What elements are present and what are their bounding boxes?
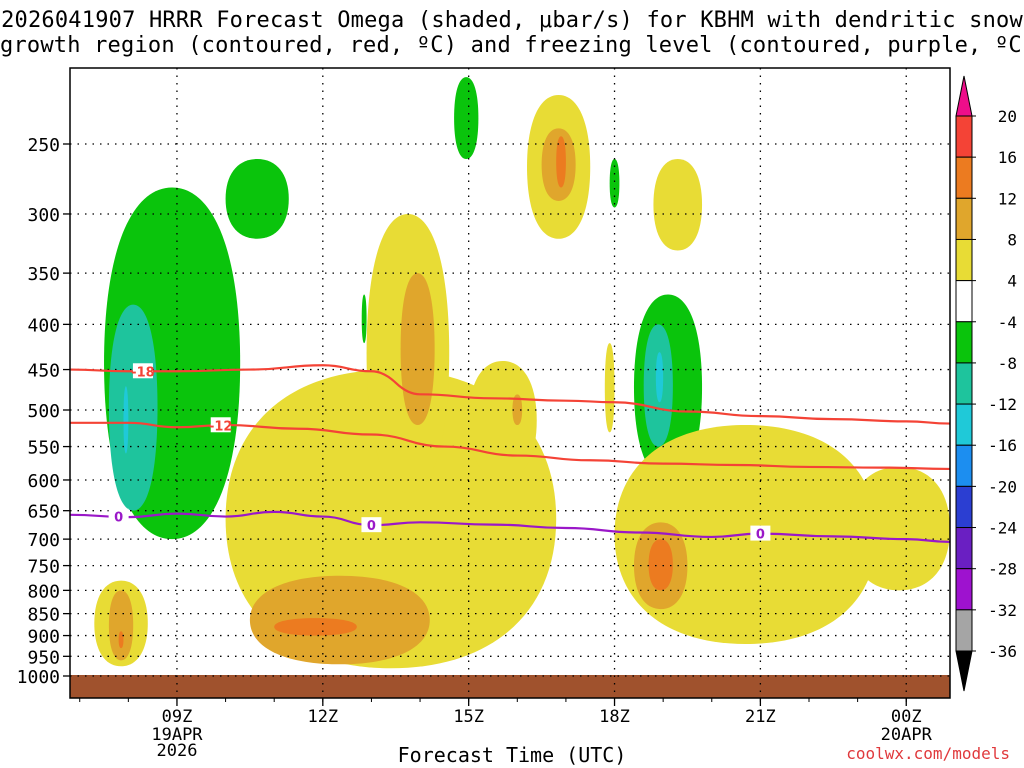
omega-region-neg8-4 bbox=[108, 304, 158, 511]
dendritic-contour-neg18 bbox=[70, 364, 950, 425]
omega-region-neg12-23 bbox=[655, 352, 664, 403]
freezing-level-contour-label-bg bbox=[750, 525, 771, 541]
colorbar-swatch-7 bbox=[955, 403, 973, 446]
x-tick-year-09Z: 2026 bbox=[156, 741, 197, 761]
colorbar-label--4: -4 bbox=[998, 313, 1017, 332]
colorbar-label-12: 12 bbox=[998, 189, 1017, 208]
x-tick-label-00Z: 00Z bbox=[891, 707, 922, 727]
freezing-level-contour-label-bg bbox=[108, 508, 129, 524]
y-tick-label-400: 400 bbox=[27, 315, 60, 336]
omega-region-12-8 bbox=[274, 618, 357, 636]
y-tick-label-500: 500 bbox=[27, 401, 60, 422]
colorbar-label--12: -12 bbox=[988, 395, 1017, 414]
colorbar-swatch-10 bbox=[955, 527, 973, 570]
colorbar-label--32: -32 bbox=[988, 601, 1017, 620]
y-tick-label-650: 650 bbox=[27, 502, 60, 523]
y-tick-label-550: 550 bbox=[27, 438, 60, 459]
y-tick-label-800: 800 bbox=[27, 581, 60, 602]
colorbar-label--16: -16 bbox=[988, 436, 1017, 455]
plot-frame bbox=[69, 67, 951, 699]
colorbar-label--24: -24 bbox=[988, 519, 1017, 538]
omega-region-8-1 bbox=[108, 590, 134, 661]
colorbar-label-20: 20 bbox=[998, 107, 1017, 126]
omega-region-neg4-13 bbox=[454, 77, 479, 160]
colorbar-label-8: 8 bbox=[1007, 230, 1017, 249]
colorbar-arrow-top bbox=[955, 75, 973, 117]
chart-title-line-2: growth region (contoured, red, ºC) and f… bbox=[0, 33, 1024, 58]
y-tick-label-850: 850 bbox=[27, 605, 60, 626]
omega-region-neg12-5 bbox=[123, 386, 129, 454]
colorbar-swatch-4 bbox=[955, 280, 973, 323]
y-tick-label-750: 750 bbox=[27, 557, 60, 578]
x-tick-date-09Z: 19APR bbox=[151, 725, 203, 745]
y-tick-label-350: 350 bbox=[27, 264, 60, 285]
credit-link[interactable]: coolwx.com/models bbox=[846, 744, 1010, 763]
colorbar-label--20: -20 bbox=[988, 477, 1017, 496]
dendritic-contour-neg18-label-bg bbox=[132, 363, 153, 379]
colorbar-swatch-12 bbox=[955, 609, 973, 652]
colorbar-swatch-8 bbox=[955, 444, 973, 487]
freezing-level-contour-label-1: 0 bbox=[367, 519, 376, 534]
y-tick-label-900: 900 bbox=[27, 627, 60, 648]
contour-lines bbox=[70, 364, 950, 543]
y-tick-label-250: 250 bbox=[27, 135, 60, 156]
dendritic-contour-neg12-label-bg bbox=[210, 417, 231, 433]
colorbar-label-4: 4 bbox=[1007, 272, 1017, 291]
colorbar-label--28: -28 bbox=[988, 560, 1017, 579]
ground-surface bbox=[70, 675, 950, 698]
y-tick-label-700: 700 bbox=[27, 530, 60, 551]
omega-region-4-24 bbox=[653, 159, 703, 251]
colorbar-arrow-bottom bbox=[955, 650, 973, 692]
omega-region-12-27 bbox=[648, 539, 673, 591]
omega-region-4-28 bbox=[847, 466, 950, 591]
colorbar: 20 16 12 8 4 -4 -8 -12 -16 -20 -24 -28 -32 -36 bbox=[955, 75, 1017, 692]
x-tick-label-09Z: 09Z bbox=[162, 707, 193, 727]
chart-title-line-1: 2026041907 HRRR Forecast Omega (shaded, … bbox=[1, 8, 1023, 33]
colorbar-swatch-0 bbox=[955, 115, 973, 158]
y-tick-label-600: 600 bbox=[27, 471, 60, 492]
x-tick-label-15Z: 15Z bbox=[453, 707, 484, 727]
dendritic-contour-neg12-label-0: -12 bbox=[209, 419, 233, 434]
omega-region-12-2 bbox=[118, 631, 124, 649]
dendritic-contour-neg12 bbox=[70, 421, 950, 471]
colorbar-swatch-3 bbox=[955, 238, 973, 282]
colorbar-label-16: 16 bbox=[998, 148, 1017, 167]
omega-region-neg4-10 bbox=[361, 294, 367, 344]
pressure-gridlines bbox=[70, 68, 950, 698]
contour-labels: -18 -12 0 0 0 bbox=[108, 363, 771, 543]
colorbar-label--8: -8 bbox=[998, 354, 1017, 373]
y-tick-label-1000: 1000 bbox=[17, 667, 60, 688]
y-tick-label-950: 950 bbox=[27, 647, 60, 668]
omega-region-8-12 bbox=[400, 273, 435, 426]
omega-region-neg4-19 bbox=[609, 159, 620, 208]
x-tick-date-00Z: 20APR bbox=[881, 725, 933, 745]
colorbar-swatch-5 bbox=[955, 321, 973, 364]
y-axis: 2503003504004505005506006507007508008509… bbox=[17, 135, 70, 688]
omega-region-4-20 bbox=[604, 343, 615, 433]
y-tick-label-300: 300 bbox=[27, 205, 60, 226]
colorbar-label--36: -36 bbox=[988, 642, 1017, 661]
x-tick-label-18Z: 18Z bbox=[599, 707, 630, 727]
omega-region-4-14 bbox=[468, 360, 537, 480]
colorbar-swatch-11 bbox=[955, 568, 973, 611]
omega-region-neg4-9 bbox=[225, 159, 289, 239]
colorbar-swatch-9 bbox=[955, 485, 973, 529]
dendritic-contour-neg18-label-0: -18 bbox=[131, 365, 155, 380]
freezing-level-contour-label-bg bbox=[361, 517, 382, 533]
colorbar-swatch-1 bbox=[955, 156, 973, 199]
y-tick-label-450: 450 bbox=[27, 361, 60, 382]
omega-region-12-18 bbox=[556, 136, 566, 188]
freezing-level-contour-label-2: 0 bbox=[756, 528, 765, 543]
colorbar-swatch-2 bbox=[955, 197, 973, 240]
x-tick-label-21Z: 21Z bbox=[745, 707, 776, 727]
x-axis-label: Forecast Time (UTC) bbox=[397, 743, 627, 767]
omega-shaded-regions bbox=[94, 77, 950, 669]
x-tick-label-12Z: 12Z bbox=[307, 707, 338, 727]
freezing-level-contour-label-0: 0 bbox=[114, 511, 123, 526]
omega-region-8-15 bbox=[512, 394, 523, 426]
colorbar-swatch-6 bbox=[955, 362, 973, 405]
freezing-level-contour bbox=[70, 510, 950, 543]
